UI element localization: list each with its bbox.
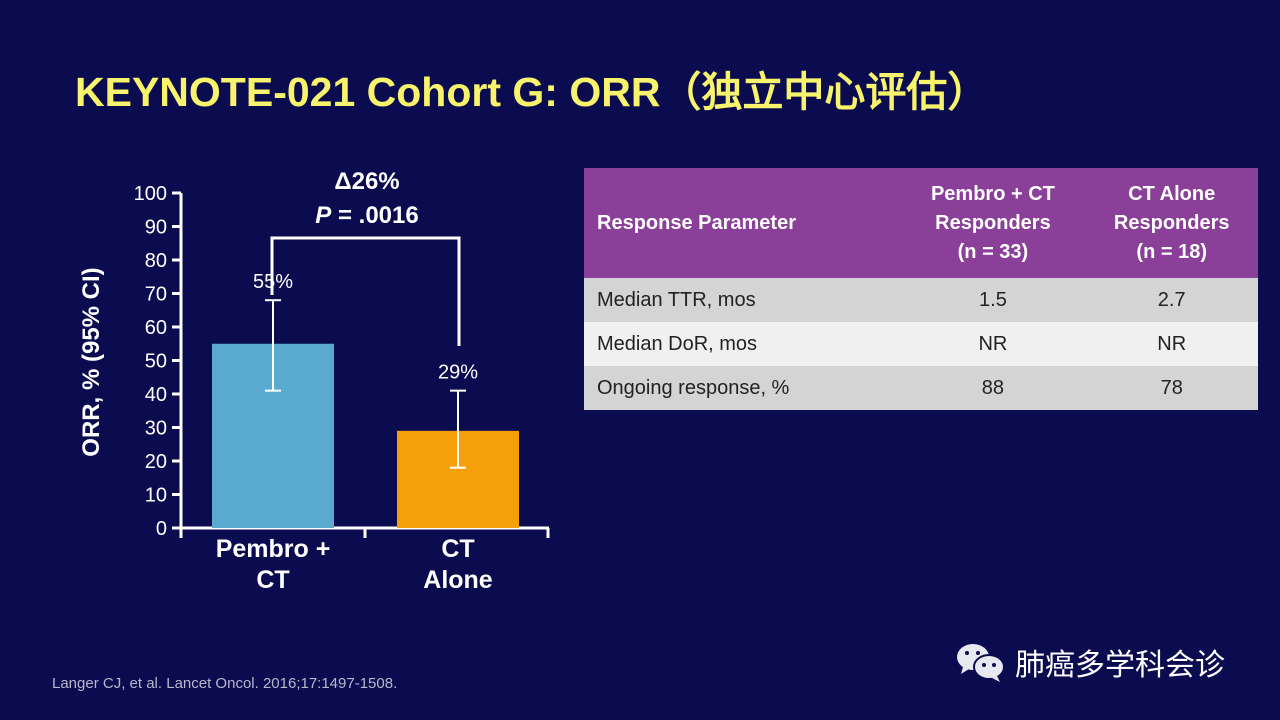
y-tick-label: 100 bbox=[134, 183, 167, 205]
significance-bracket bbox=[270, 236, 461, 346]
x-tick-label: Alone bbox=[423, 566, 493, 594]
header-line: Responders bbox=[935, 211, 1051, 234]
table-cell: NR bbox=[1085, 322, 1258, 366]
table-row: Median DoR, mos NR NR bbox=[584, 322, 1258, 366]
table-row: Median TTR, mos 1.5 2.7 bbox=[584, 278, 1258, 322]
table-row: Ongoing response, % 88 78 bbox=[584, 366, 1258, 410]
data-label: 29% bbox=[438, 362, 478, 384]
table-cell: 1.5 bbox=[900, 278, 1086, 322]
table-cell: 78 bbox=[1085, 366, 1258, 410]
header-line: Response Parameter bbox=[597, 211, 796, 234]
y-tick-label: 30 bbox=[145, 418, 167, 440]
table-header-2: CT Alone Responders (n = 18) bbox=[1085, 168, 1258, 278]
header-line: (n = 33) bbox=[957, 240, 1029, 263]
p-symbol: P bbox=[315, 202, 332, 229]
y-tick-label: 10 bbox=[145, 485, 167, 507]
table-cell: Median TTR, mos bbox=[584, 278, 901, 322]
header-line: Pembro + CT bbox=[930, 182, 1055, 205]
response-table: Response Parameter Pembro + CT Responders (… bbox=[584, 168, 1258, 410]
table-cell: 2.7 bbox=[1085, 278, 1258, 322]
x-tick-label: Pembro + bbox=[216, 535, 331, 563]
y-tick-label: 20 bbox=[145, 451, 167, 473]
y-tick-label: 0 bbox=[156, 518, 167, 540]
watermark-text: 肺癌多学科会诊 bbox=[1015, 649, 1225, 682]
slide-title: KEYNOTE-021 Cohort G: ORR（独立中心评估） bbox=[75, 69, 989, 115]
watermark: 肺癌多学科会诊 bbox=[955, 640, 1225, 684]
header-line: Responders bbox=[1113, 211, 1230, 234]
x-tick-label: CT bbox=[441, 535, 474, 563]
y-tick-label: 80 bbox=[145, 250, 167, 272]
wechat-icon bbox=[957, 644, 1005, 682]
p-value: = .0016 bbox=[331, 202, 418, 229]
citation: Langer CJ, et al. Lancet Oncol. 2016;17:… bbox=[52, 675, 398, 692]
y-tick-label: 40 bbox=[145, 384, 167, 406]
header-line: CT Alone bbox=[1128, 182, 1216, 205]
y-tick-label: 60 bbox=[145, 317, 167, 339]
y-tick-label: 70 bbox=[145, 284, 167, 306]
table-header-0: Response Parameter bbox=[584, 168, 901, 278]
table-header-row: Response Parameter Pembro + CT Responders (… bbox=[584, 168, 1258, 278]
y-axis-label: ORR, % (95% CI) bbox=[78, 267, 105, 456]
y-tick-label: 90 bbox=[145, 217, 167, 239]
table-cell: Median DoR, mos bbox=[584, 322, 901, 366]
header-line: (n = 18) bbox=[1136, 240, 1207, 263]
table-cell: NR bbox=[900, 322, 1086, 366]
p-value-label: P = .0016 bbox=[315, 202, 418, 229]
table-cell: 88 bbox=[900, 366, 1086, 410]
x-tick-label: CT bbox=[256, 566, 289, 594]
table-header-1: Pembro + CT Responders (n = 33) bbox=[900, 168, 1086, 278]
delta-label: Δ26% bbox=[334, 168, 399, 195]
table-cell: Ongoing response, % bbox=[584, 366, 901, 410]
y-tick-label: 50 bbox=[145, 351, 167, 373]
